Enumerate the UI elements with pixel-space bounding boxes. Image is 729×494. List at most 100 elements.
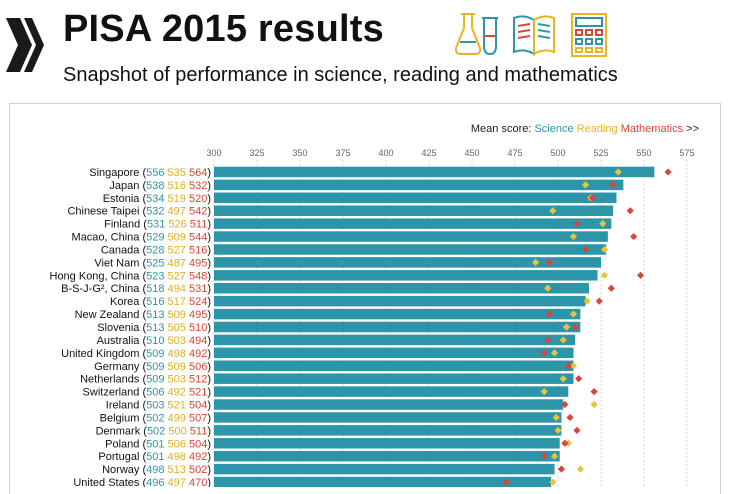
- mathematics-point[interactable]: [664, 168, 672, 176]
- country-label: Switzerland (506 492 521): [83, 387, 211, 399]
- reading-point[interactable]: [550, 452, 559, 460]
- reading-point[interactable]: [599, 220, 607, 228]
- science-bar[interactable]: [214, 399, 564, 410]
- reading-point[interactable]: [569, 362, 578, 370]
- mathematics-point[interactable]: [557, 465, 566, 473]
- x-tick-label: 325: [249, 148, 264, 158]
- mathematics-point[interactable]: [544, 336, 552, 344]
- x-tick-label: 400: [378, 148, 393, 158]
- mathematics-point[interactable]: [545, 258, 553, 266]
- reading-point[interactable]: [583, 297, 591, 305]
- country-label: Netherlands (509 503 512): [80, 374, 211, 386]
- book-icon: [513, 15, 555, 56]
- reading-point[interactable]: [576, 465, 584, 473]
- mathematics-point[interactable]: [607, 284, 615, 292]
- reading-point[interactable]: [559, 375, 567, 383]
- reading-point[interactable]: [600, 245, 609, 254]
- reading-point[interactable]: [549, 207, 557, 215]
- mathematics-point[interactable]: [581, 245, 590, 254]
- reading-point[interactable]: [563, 323, 571, 331]
- science-bar[interactable]: [214, 438, 560, 449]
- chart-legend: Mean score: Science Reading Mathematics …: [471, 123, 699, 135]
- science-bar[interactable]: [214, 205, 614, 216]
- science-bar[interactable]: [214, 257, 601, 268]
- science-bar[interactable]: [214, 270, 598, 281]
- science-bar[interactable]: [214, 334, 576, 346]
- science-bar[interactable]: [214, 386, 569, 397]
- x-tick-label: 475: [507, 148, 522, 158]
- x-tick-label: 350: [292, 148, 307, 158]
- mathematics-point[interactable]: [630, 232, 638, 241]
- reading-point[interactable]: [549, 478, 557, 486]
- reading-point[interactable]: [590, 400, 598, 409]
- x-tick-label: 300: [206, 148, 221, 158]
- reading-point[interactable]: [550, 349, 559, 357]
- x-tick-label: 500: [550, 148, 565, 158]
- mathematics-point[interactable]: [588, 194, 596, 202]
- legend-science: Science: [534, 123, 574, 135]
- science-bar[interactable]: [214, 463, 555, 475]
- reading-point[interactable]: [559, 336, 567, 344]
- science-bar[interactable]: [214, 321, 581, 333]
- reading-point[interactable]: [569, 232, 578, 241]
- flask-icon: [454, 13, 498, 56]
- mathematics-point[interactable]: [561, 439, 569, 447]
- mathematics-point[interactable]: [540, 452, 548, 460]
- country-label: Norway (498 513 502): [102, 464, 211, 476]
- reading-point[interactable]: [581, 181, 590, 189]
- mathematics-point[interactable]: [636, 271, 645, 279]
- mathematics-point[interactable]: [626, 207, 634, 215]
- x-tick-label: 575: [679, 148, 694, 158]
- country-label: Australia (510 503 494): [97, 335, 211, 347]
- reading-point[interactable]: [600, 271, 609, 279]
- science-bar[interactable]: [214, 412, 562, 423]
- country-label: Singapore (556 535 564): [89, 167, 211, 179]
- science-bar[interactable]: [214, 179, 624, 191]
- reading-point[interactable]: [532, 258, 540, 266]
- oecd-logo-icon: [6, 18, 44, 72]
- mathematics-point[interactable]: [590, 388, 598, 396]
- country-label: Viet Nam (525 487 495): [94, 257, 211, 269]
- reading-point[interactable]: [569, 310, 578, 318]
- science-bar[interactable]: [214, 166, 655, 178]
- calculator-icon: [571, 13, 607, 57]
- science-bar[interactable]: [214, 450, 560, 462]
- science-bar[interactable]: [214, 231, 608, 242]
- mathematics-point[interactable]: [540, 349, 548, 357]
- reading-point[interactable]: [614, 168, 622, 176]
- mathematics-point[interactable]: [561, 400, 569, 409]
- science-bar[interactable]: [214, 244, 607, 255]
- legend-prefix: Mean score:: [470, 123, 532, 135]
- mathematics-point[interactable]: [573, 220, 581, 228]
- mathematics-point[interactable]: [545, 310, 553, 318]
- country-label: Korea (516 517 524): [110, 296, 211, 308]
- country-label: Slovenia (513 505 510): [97, 322, 211, 334]
- country-label: Estonia (534 519 520): [103, 193, 211, 205]
- x-tick-label: 525: [593, 148, 608, 158]
- reading-point[interactable]: [544, 284, 552, 292]
- science-bar[interactable]: [214, 476, 552, 487]
- reading-point[interactable]: [552, 413, 560, 422]
- reading-point[interactable]: [554, 426, 562, 434]
- science-bar[interactable]: [214, 282, 589, 294]
- science-bar[interactable]: [214, 308, 581, 320]
- mathematics-point[interactable]: [573, 426, 581, 434]
- science-bar[interactable]: [214, 425, 562, 436]
- legend-more-link[interactable]: >>: [686, 123, 699, 135]
- reading-point[interactable]: [540, 388, 548, 396]
- mathematics-point[interactable]: [571, 323, 579, 331]
- mathematics-point[interactable]: [502, 478, 510, 486]
- science-bar[interactable]: [214, 218, 612, 229]
- country-label: Denmark (502 500 511): [96, 425, 211, 437]
- science-bar[interactable]: [214, 192, 617, 204]
- mathematics-point[interactable]: [575, 375, 583, 383]
- science-bar[interactable]: [214, 347, 574, 359]
- mathematics-point[interactable]: [609, 181, 617, 189]
- science-bar[interactable]: [214, 360, 574, 372]
- mathematics-point[interactable]: [595, 297, 603, 305]
- mathematics-point[interactable]: [564, 362, 572, 370]
- science-bar[interactable]: [214, 295, 586, 307]
- mathematics-point[interactable]: [566, 413, 574, 422]
- science-bar[interactable]: [214, 373, 574, 384]
